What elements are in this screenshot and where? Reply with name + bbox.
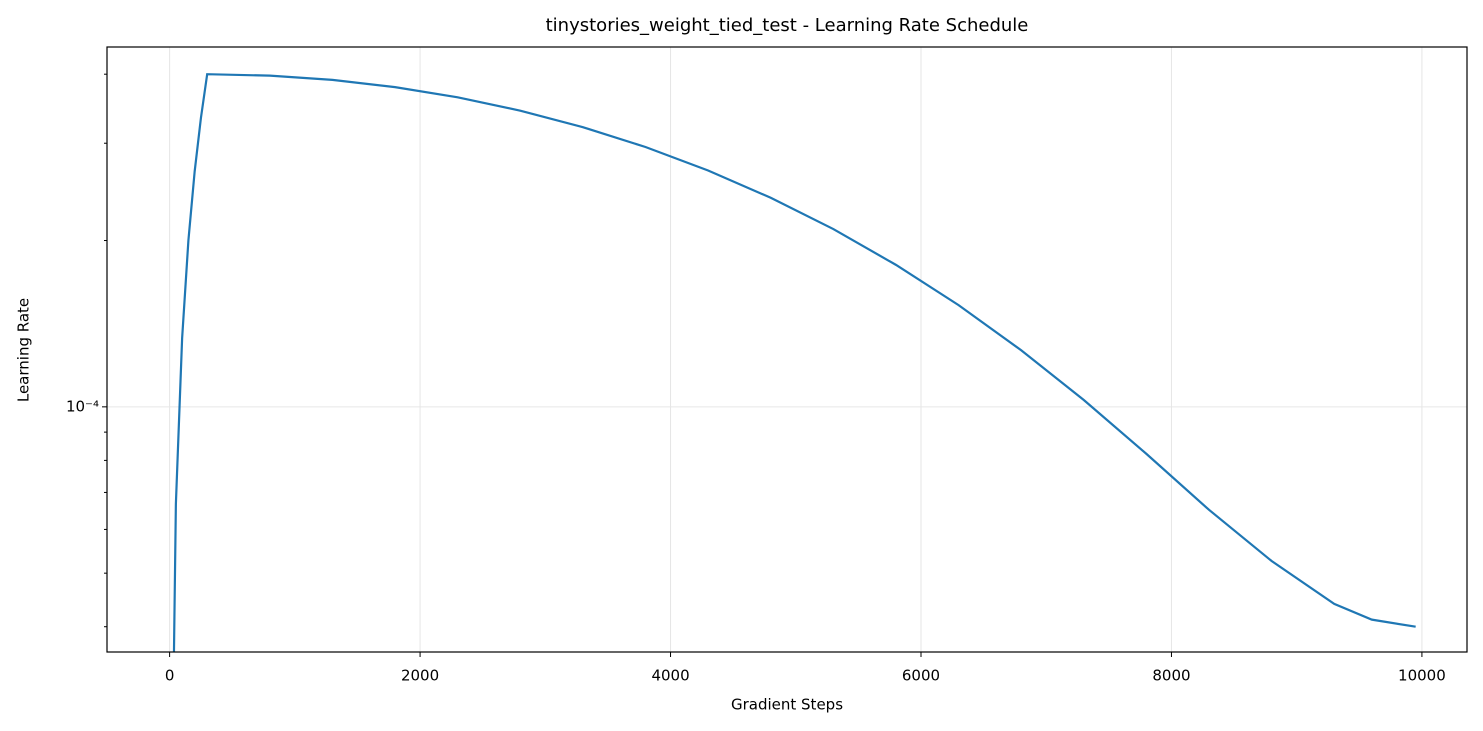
line-series [172,73,1416,652]
x-tick-label: 4000 [651,667,689,685]
x-tick-label: 8000 [1152,667,1190,685]
chart-title: tinystories_weight_tied_test - Learning … [546,15,1029,36]
axes-frame [106,46,1468,653]
grid [107,47,1467,652]
plot-area [172,73,1416,652]
x-tick-label: 6000 [902,667,940,685]
x-tick-label: 0 [165,667,175,685]
y-tick-label: 10⁻⁴ [66,397,99,415]
x-axis-label: Gradient Steps [731,696,843,714]
x-tick-label: 2000 [401,667,439,685]
x-tick-label: 10000 [1398,667,1446,685]
y-axis-label: Learning Rate [15,298,33,402]
